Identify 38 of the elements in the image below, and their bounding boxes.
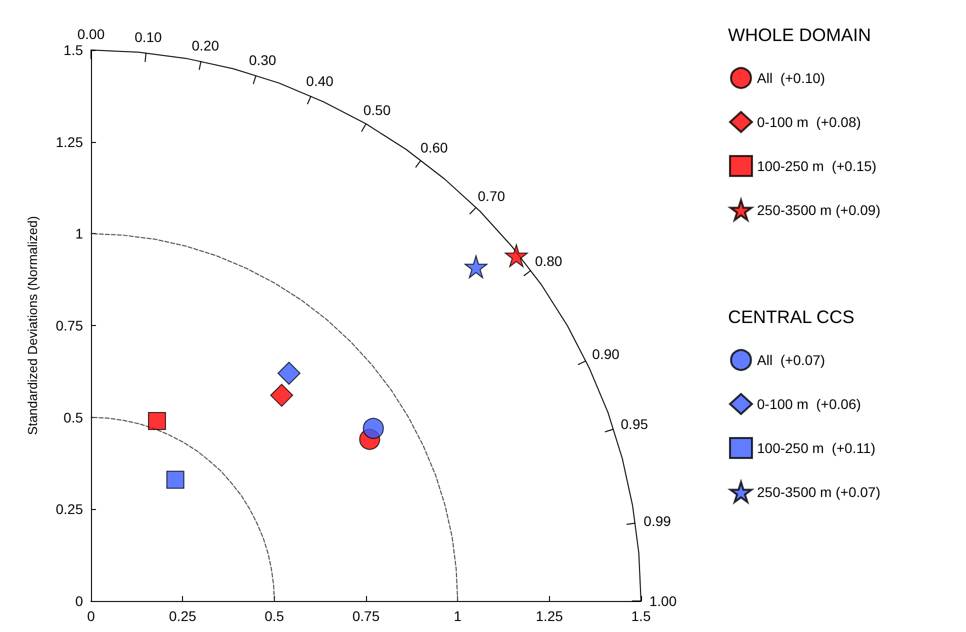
y-tick-label: 0.5 <box>64 409 84 426</box>
text: CENTRAL CCS <box>728 307 854 327</box>
legend-label: 250-3500 m (+0.07) <box>757 484 880 500</box>
x-tick-label: 0.75 <box>352 608 380 624</box>
y-tick-label: 1.25 <box>56 134 84 150</box>
y-axis-title: Standardized Deviations (Normalized) <box>25 216 40 435</box>
legend-label: 250-3500 m (+0.09) <box>757 202 880 218</box>
annotation: 0.40 <box>306 73 334 90</box>
x-tick-label: 1.25 <box>536 608 564 624</box>
annotation: 0.90 <box>592 346 620 362</box>
annotation: 0.80 <box>534 252 562 269</box>
annotation: 1.00 <box>649 593 677 609</box>
y-tick-label: 0.75 <box>56 318 84 334</box>
annotation: 0.99 <box>644 512 672 529</box>
legend-label: 100-250 m (+0.15) <box>757 158 876 174</box>
legend-label: All (+0.10) <box>757 70 826 86</box>
annotation: 0.95 <box>620 416 648 432</box>
annotation: 0.00 <box>77 26 105 42</box>
legend-label: 0-100 m (+0.06) <box>757 396 861 412</box>
x-tick-label: 0.5 <box>264 608 284 624</box>
x-tick-label: 0 <box>87 608 96 624</box>
annotation: 0.60 <box>420 139 448 156</box>
y-tick-label: 0.25 <box>56 501 84 518</box>
annotation: 0.30 <box>248 52 276 68</box>
annotation: 0.50 <box>363 102 391 118</box>
y-tick-label: 0 <box>75 593 84 609</box>
x-tick-label: 1.5 <box>631 608 651 624</box>
annotation: 0.10 <box>134 29 162 46</box>
y-tick-label: 1 <box>75 226 84 242</box>
text: WHOLE DOMAIN <box>728 25 872 45</box>
annotation: 0.20 <box>192 37 220 54</box>
annotation: 0.70 <box>478 188 506 204</box>
y-tick-label: 1.5 <box>64 42 84 58</box>
legend-label: All (+0.07) <box>757 352 826 368</box>
x-tick-label: 0.25 <box>169 608 197 624</box>
legend-label: 0-100 m (+0.08) <box>757 114 861 130</box>
x-tick-label: 1 <box>454 608 462 624</box>
legend-label: 100-250 m (+0.11) <box>757 440 876 456</box>
